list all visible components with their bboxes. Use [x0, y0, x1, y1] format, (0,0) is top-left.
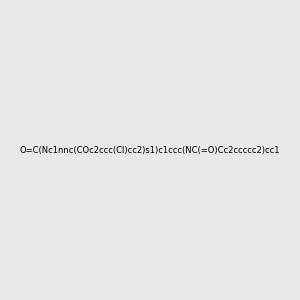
Text: O=C(Nc1nnc(COc2ccc(Cl)cc2)s1)c1ccc(NC(=O)Cc2ccccc2)cc1: O=C(Nc1nnc(COc2ccc(Cl)cc2)s1)c1ccc(NC(=O… [20, 146, 280, 154]
